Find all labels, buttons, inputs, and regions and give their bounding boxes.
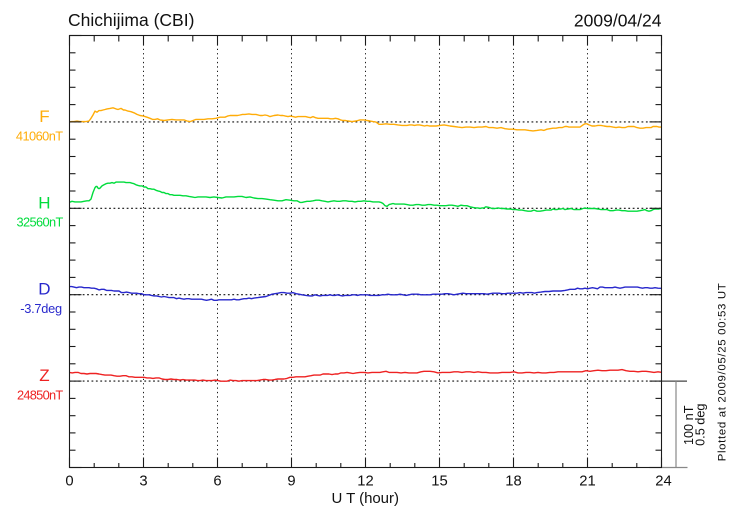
svg-text:24: 24 (655, 474, 671, 490)
svg-text:2009/04/24: 2009/04/24 (574, 11, 662, 31)
svg-text:-3.7deg: -3.7deg (20, 301, 62, 316)
svg-text:9: 9 (287, 474, 295, 490)
svg-text:12: 12 (357, 474, 373, 490)
svg-text:15: 15 (431, 474, 447, 490)
svg-text:Z: Z (39, 366, 49, 385)
svg-text:100 nT: 100 nT (682, 405, 696, 445)
svg-text:F: F (39, 107, 49, 126)
svg-text:U T (hour): U T (hour) (331, 490, 399, 507)
svg-text:D: D (38, 280, 50, 299)
svg-text:18: 18 (505, 474, 521, 490)
svg-text:Chichijima (CBI): Chichijima (CBI) (68, 10, 194, 30)
svg-text:41060nT: 41060nT (16, 128, 63, 143)
svg-text:H: H (38, 193, 50, 212)
svg-text:0: 0 (65, 474, 73, 490)
svg-text:Plotted at 2009/05/25 00:53 UT: Plotted at 2009/05/25 00:53 UT (717, 283, 729, 461)
svg-text:32560nT: 32560nT (17, 215, 64, 230)
svg-text:3: 3 (139, 474, 147, 490)
svg-text:6: 6 (213, 474, 221, 490)
svg-text:0.5 deg: 0.5 deg (694, 404, 708, 446)
svg-text:21: 21 (579, 474, 595, 490)
svg-text:24850nT: 24850nT (17, 388, 63, 403)
